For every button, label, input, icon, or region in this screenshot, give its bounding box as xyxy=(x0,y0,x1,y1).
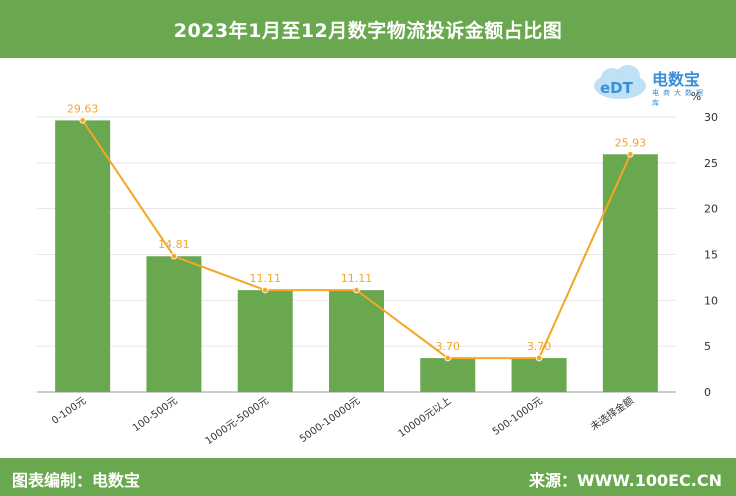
y-unit-label: % xyxy=(691,90,701,103)
brand-logo: eDT 电数宝 电商大数据库 xyxy=(590,62,710,107)
y-tick-label: 10 xyxy=(704,294,718,307)
logo-mark: eDT xyxy=(600,79,634,97)
chart-header: 2023年1月至12月数字物流投诉金额占比图 xyxy=(0,0,736,58)
x-tick-label: 10000元以上 xyxy=(396,395,454,440)
bar xyxy=(602,154,658,392)
logo-subtitle: 电商大数据库 xyxy=(652,89,707,107)
data-label: 3.70 xyxy=(436,340,461,353)
chart-footer: 图表编制：电数宝 来源：WWW.100EC.CN xyxy=(0,458,736,496)
data-label: 11.11 xyxy=(249,272,281,285)
y-tick-label: 25 xyxy=(704,157,718,170)
bar xyxy=(237,290,293,392)
x-tick-label: 500-1000元 xyxy=(491,395,545,437)
data-label: 11.11 xyxy=(341,272,373,285)
bar xyxy=(420,358,476,392)
y-tick-label: 5 xyxy=(704,340,711,353)
bar xyxy=(146,256,202,392)
data-label: 3.70 xyxy=(527,340,552,353)
data-labels: 29.63 14.81 11.11 11.11 3.70 3.70 25.93 xyxy=(67,102,646,353)
line-point xyxy=(444,354,451,362)
line-point xyxy=(535,354,543,362)
y-tick-label: 30 xyxy=(704,111,718,124)
bar xyxy=(55,120,111,393)
line-series xyxy=(79,117,634,362)
y-axis: % 0 5 10 15 20 25 30 xyxy=(691,90,718,399)
line-point xyxy=(79,117,86,124)
line-point xyxy=(170,253,178,260)
data-label: 25.93 xyxy=(615,136,647,149)
x-tick-label: 0-100元 xyxy=(50,395,88,426)
line-point xyxy=(262,286,269,294)
bar xyxy=(511,358,567,392)
bar xyxy=(329,290,384,392)
line-point xyxy=(353,286,360,294)
y-tick-label: 15 xyxy=(704,249,718,262)
x-tick-label: 未选择金额 xyxy=(588,394,636,433)
cloud-logo-icon: eDT xyxy=(594,65,646,99)
bar-series xyxy=(55,120,658,393)
chart-title: 2023年1月至12月数字物流投诉金额占比图 xyxy=(173,19,563,42)
footer-source: 来源：WWW.100EC.CN xyxy=(528,471,722,490)
y-tick-label: 0 xyxy=(704,386,711,399)
x-tick-label: 1000元-5000元 xyxy=(204,395,271,447)
data-label: 14.81 xyxy=(158,238,190,251)
logo-name: 电数宝 xyxy=(652,70,701,89)
footer-credit: 图表编制：电数宝 xyxy=(12,471,141,490)
line-point xyxy=(627,151,634,158)
x-axis: 0-100元 100-500元 1000元-5000元 5000-10000元 1000… xyxy=(50,394,636,447)
x-tick-label: 100-500元 xyxy=(131,395,180,434)
y-tick-label: 20 xyxy=(704,203,718,216)
x-tick-label: 5000-10000元 xyxy=(298,395,362,445)
data-label: 29.63 xyxy=(67,102,99,115)
